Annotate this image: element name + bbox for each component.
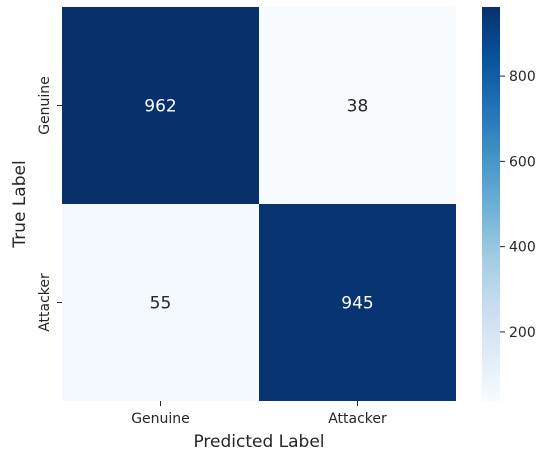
colorbar-tick-label: 200 bbox=[509, 325, 536, 341]
colorbar-tick-label: 800 bbox=[509, 69, 536, 85]
cell-value-label: 38 bbox=[347, 97, 369, 117]
colorbar-tick-label: 600 bbox=[509, 154, 536, 170]
heatmap-cells bbox=[62, 7, 456, 401]
heatmap-cell bbox=[259, 204, 456, 401]
y-tick-label: Attacker bbox=[37, 273, 53, 332]
colorbar-gradient bbox=[482, 7, 500, 401]
cell-value-label: 962 bbox=[144, 97, 176, 117]
colorbar: 200 400 600 800 bbox=[482, 7, 536, 401]
x-axis-label: Predicted Label bbox=[193, 432, 324, 452]
x-tick-label: Attacker bbox=[328, 411, 387, 427]
heatmap-cell bbox=[62, 204, 259, 401]
heatmap-cell bbox=[62, 7, 259, 204]
cell-annotations: 962 38 55 945 bbox=[144, 97, 373, 314]
y-tick-label: Genuine bbox=[37, 76, 53, 135]
axes: Genuine Attacker Genuine Attacker bbox=[37, 76, 387, 427]
colorbar-tick-label: 400 bbox=[509, 240, 536, 256]
heatmap-cell bbox=[259, 7, 456, 204]
y-axis-label: True Label bbox=[10, 160, 30, 248]
cell-value-label: 945 bbox=[341, 294, 373, 314]
cell-value-label: 55 bbox=[150, 294, 172, 314]
x-tick-label: Genuine bbox=[131, 411, 190, 427]
